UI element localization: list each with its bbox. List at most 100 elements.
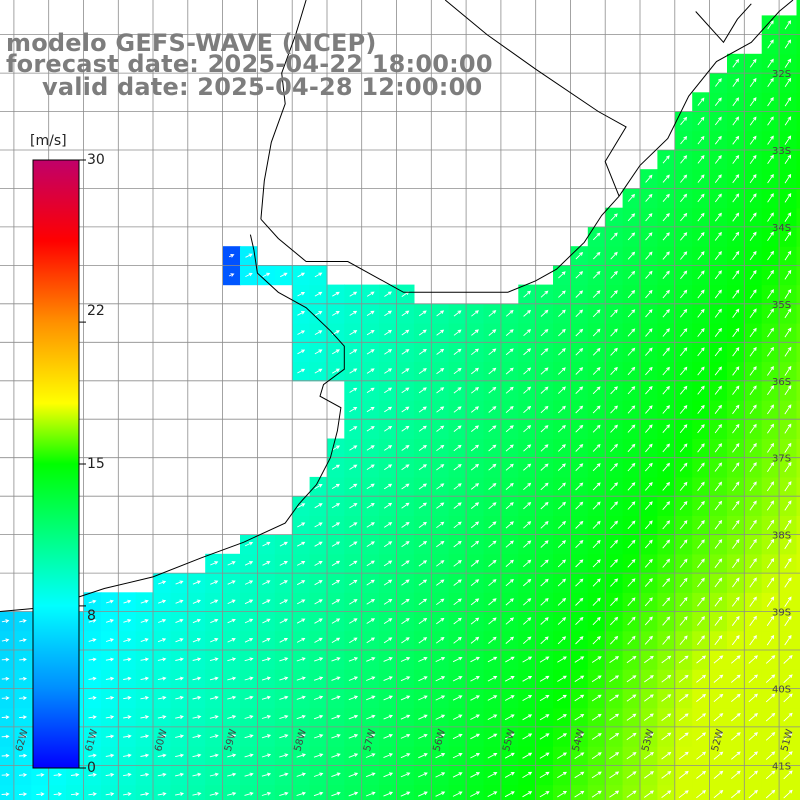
wind-speed-cell	[535, 573, 554, 593]
wind-arrow	[244, 541, 254, 547]
wind-speed-cell	[727, 284, 745, 305]
wind-arrow	[557, 617, 567, 625]
wind-arrow	[192, 791, 202, 796]
wind-arrow	[523, 463, 532, 471]
wind-arrow	[453, 444, 462, 452]
wind-arrow	[1, 734, 10, 739]
wind-arrow	[384, 310, 392, 317]
wind-arrow	[678, 790, 689, 799]
wind-arrow	[383, 791, 394, 797]
wind-speed-cell	[674, 496, 693, 516]
wind-speed-cell	[796, 553, 800, 574]
wind-arrow	[679, 308, 688, 318]
wind-arrow	[471, 348, 479, 356]
wind-arrow	[366, 579, 375, 586]
wind-arrow	[487, 695, 498, 701]
wind-arrow	[697, 596, 705, 607]
wind-arrow	[678, 694, 689, 702]
wind-arrow	[540, 309, 549, 317]
wind-arrow	[714, 596, 723, 607]
wind-arrow	[471, 329, 479, 336]
colorbar-tick-label: 0	[87, 760, 96, 776]
wind-arrow	[610, 232, 618, 241]
wind-arrow	[678, 751, 689, 760]
wind-arrow	[175, 657, 184, 662]
wind-arrow	[418, 637, 428, 644]
wind-arrow	[697, 481, 705, 491]
wind-arrow	[261, 676, 271, 681]
wind-arrow	[784, 461, 792, 473]
wind-arrow	[679, 616, 688, 626]
wind-arrow	[383, 522, 393, 528]
wind-speed-cell	[605, 746, 624, 766]
wind-arrow	[557, 559, 566, 568]
wind-arrow	[609, 656, 620, 663]
wind-arrow	[714, 635, 723, 646]
wind-arrow	[349, 541, 358, 547]
wind-arrow	[626, 675, 637, 683]
wind-arrow	[783, 789, 793, 799]
wind-arrow	[644, 578, 653, 587]
wind-arrow	[175, 772, 185, 777]
colorbar	[32, 159, 86, 769]
wind-arrow	[296, 541, 306, 547]
wind-arrow	[697, 366, 705, 376]
wind-arrow	[557, 675, 567, 682]
wind-speed-cell	[622, 496, 641, 516]
wind-arrow	[732, 78, 740, 87]
wind-arrow	[696, 693, 707, 702]
wind-arrow	[732, 423, 740, 434]
wind-arrow	[192, 734, 202, 739]
wind-arrow	[522, 656, 533, 663]
wind-arrow	[209, 676, 219, 681]
wind-arrow	[331, 560, 341, 566]
wind-arrow	[767, 20, 774, 30]
wind-speed-cell	[535, 496, 554, 516]
wind-arrow	[349, 464, 358, 470]
wind-arrow	[504, 714, 515, 721]
wind-speed-cell	[796, 130, 800, 151]
wind-arrow	[470, 502, 480, 509]
wind-arrow	[714, 500, 723, 511]
wind-arrow	[557, 733, 568, 740]
wind-arrow	[418, 714, 428, 720]
wind-arrow	[523, 405, 532, 414]
wind-speed-cell	[640, 784, 658, 800]
wind-arrow	[714, 404, 722, 414]
wind-speed-cell	[640, 746, 658, 766]
wind-arrow	[470, 617, 480, 625]
wind-arrow	[680, 232, 688, 241]
wind-arrow	[765, 751, 776, 760]
wind-arrow	[227, 599, 236, 605]
wind-arrow	[767, 385, 775, 396]
wind-arrow	[453, 310, 462, 317]
wind-arrow	[731, 770, 741, 780]
wind-speed-cell	[727, 400, 745, 420]
latitude-label: 41S	[772, 761, 791, 772]
wind-arrow	[452, 676, 463, 682]
wind-arrow	[19, 696, 28, 700]
wind-arrow	[714, 212, 722, 222]
wind-arrow	[731, 615, 740, 626]
wind-arrow	[644, 501, 653, 510]
wind-speed-cell	[483, 784, 502, 800]
wind-arrow	[175, 676, 184, 681]
wind-arrow	[661, 694, 672, 702]
wind-arrow	[227, 580, 236, 585]
wind-speed-cell	[709, 573, 728, 593]
wind-arrow	[523, 444, 532, 452]
wind-arrow	[227, 772, 237, 777]
wind-arrow	[732, 385, 740, 395]
wind-arrow	[749, 596, 757, 607]
wind-arrow	[105, 695, 115, 700]
wind-arrow	[453, 348, 462, 355]
colorbar-tick-label: 8	[87, 608, 96, 624]
title-model: modelo GEFS-WAVE (NCEP)	[6, 29, 377, 57]
wind-arrow	[366, 522, 375, 528]
wind-arrow	[331, 657, 341, 662]
wind-arrow	[488, 617, 497, 625]
wind-arrow	[366, 464, 375, 470]
wind-arrow	[627, 559, 636, 568]
wind-speed-cell	[796, 111, 800, 132]
